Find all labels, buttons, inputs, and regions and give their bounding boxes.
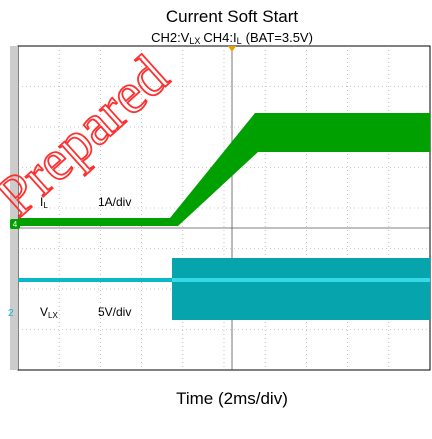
ch2-marker: 2 xyxy=(8,308,14,319)
ch4-marker-label: 4 xyxy=(13,220,18,229)
voltage-trace-line xyxy=(172,278,430,282)
current-scale: 1A/div xyxy=(98,195,131,209)
trigger-marker xyxy=(228,46,236,52)
voltage-scale: 5V/div xyxy=(98,305,131,319)
subtitle: CH2:VLX CH4:IL (BAT=3.5V) xyxy=(151,30,313,46)
voltage-name-sub: LX xyxy=(48,311,58,320)
subtitle-ch2: CH2:V xyxy=(151,30,190,45)
title: Current Soft Start xyxy=(166,7,299,26)
voltage-trace-high xyxy=(172,258,430,320)
current-name: I xyxy=(40,195,43,209)
voltage-label: VLX xyxy=(40,305,58,320)
screen xyxy=(10,45,431,371)
subtitle-condition: (BAT=3.5V) xyxy=(246,30,313,45)
voltage-name: V xyxy=(40,305,48,319)
subtitle-ch2-sub: LX xyxy=(189,36,200,46)
subtitle-ch4-sub: L xyxy=(237,36,242,46)
subtitle-ch4: CH4:I xyxy=(203,30,236,45)
current-label: IL xyxy=(40,195,48,210)
grid xyxy=(18,46,430,370)
current-name-sub: L xyxy=(43,201,48,210)
screen-side xyxy=(10,46,18,370)
current-trace xyxy=(18,113,430,226)
ch4-marker xyxy=(10,219,20,229)
voltage-trace-low xyxy=(18,278,173,282)
x-axis-label: Time (2ms/div) xyxy=(176,389,288,408)
